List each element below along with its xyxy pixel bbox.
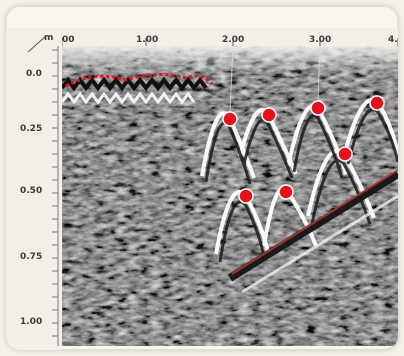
radargram-image [62,46,398,346]
apex-marker [222,111,238,127]
apex-marker [337,146,353,162]
y-axis-minor-ticks [52,49,58,337]
x-tick-label: 1.00 [136,35,158,45]
y-tick-label: 1.00 [20,317,42,327]
y-axis-strip [6,28,62,350]
y-tick-label: 0.0 [26,69,42,79]
apex-marker [261,107,277,123]
dipping-reflector [227,170,398,282]
x-tick-label: 3.00 [309,35,331,45]
surface-reflection [62,76,208,92]
radargram-figure: 00 1.00 2.00 3.00 4. 0.0 0.25 0.50 0.75 … [6,28,398,350]
figure-frame: 00 1.00 2.00 3.00 4. 0.0 0.25 0.50 0.75 … [6,6,398,350]
y-tick-label: 0.75 [20,252,42,262]
x-tick-label: 4. [388,35,398,45]
apex-marker [369,95,385,111]
apex-marker [310,100,326,116]
apex-marker [278,184,294,200]
unit-label: m [44,33,53,43]
unit-divider [27,35,47,53]
picked-surface-line [65,73,214,88]
x-tick-label: 2.00 [222,35,244,45]
y-tick-label: 0.25 [20,124,42,134]
y-tick-label: 0.50 [20,186,42,196]
x-tick-label: 00 [62,35,75,45]
apex-marker [238,188,254,204]
